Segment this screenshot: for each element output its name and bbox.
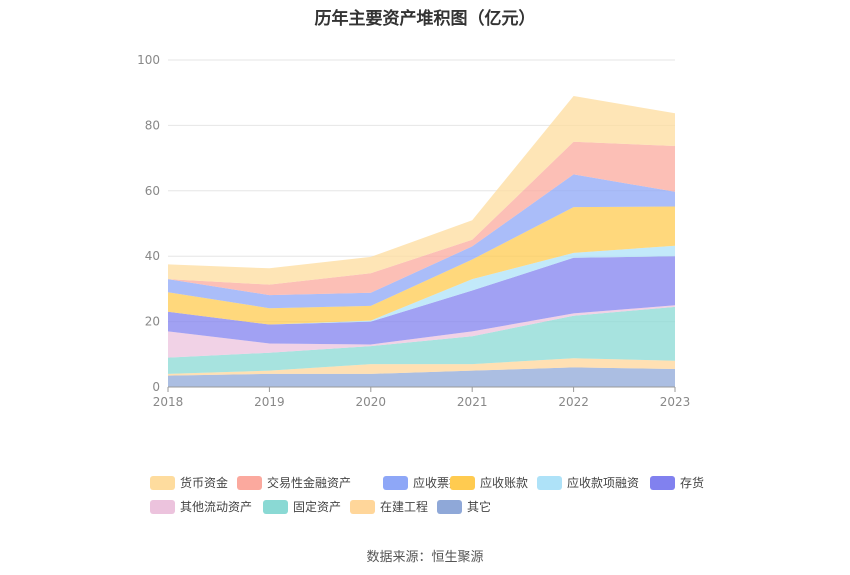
legend-item[interactable]: 应收款项融资 <box>537 474 639 491</box>
legend-swatch <box>150 475 175 490</box>
legend-label: 存货 <box>680 476 705 490</box>
legend-swatch <box>350 499 375 514</box>
legend-label: 其它 <box>467 500 492 514</box>
legend-item[interactable]: 其它 <box>437 498 491 515</box>
legend-item[interactable]: 固定资产 <box>263 498 341 515</box>
legend-label: 应收票据 <box>413 476 462 490</box>
area-series-5 <box>168 245 675 325</box>
legend-item[interactable]: 应收账款 <box>450 474 528 491</box>
legend-swatch <box>383 475 408 490</box>
area-series-7 <box>168 174 675 309</box>
legend-label: 固定资产 <box>293 500 342 514</box>
legend-item[interactable]: 在建工程 <box>350 498 428 515</box>
y-tick-label: 40 <box>145 249 160 263</box>
legend-label: 应收款项融资 <box>567 476 640 490</box>
area-series-3 <box>168 305 675 358</box>
axes: 0 20 40 60 80 100 2018 2019 2020 2021 2022 2023 <box>137 53 690 409</box>
area-series-0 <box>168 367 675 387</box>
legend-label: 货币资金 <box>180 476 229 490</box>
chart-title: 历年主要资产堆积图（亿元） <box>314 9 536 29</box>
legend-item[interactable]: 交易性金融资产 <box>237 474 351 491</box>
legend-swatch <box>437 499 462 514</box>
legend-label: 交易性金融资产 <box>267 476 352 490</box>
legend-swatch <box>150 499 175 514</box>
legend-swatch <box>537 475 562 490</box>
legend-swatch <box>263 499 288 514</box>
x-tick-label: 2022 <box>558 395 589 409</box>
x-tick-label: 2021 <box>457 395 488 409</box>
legend-item[interactable]: 货币资金 <box>150 474 228 491</box>
y-tick-label: 60 <box>145 184 160 198</box>
x-tick-label: 2018 <box>153 395 184 409</box>
legend-label: 其他流动资产 <box>180 500 253 514</box>
y-tick-label: 80 <box>145 118 160 132</box>
area-series-8 <box>168 141 675 296</box>
y-tick-label: 100 <box>137 53 160 67</box>
x-tick-label: 2023 <box>660 395 691 409</box>
legend-swatch <box>650 475 675 490</box>
legend-label: 在建工程 <box>380 500 429 514</box>
area-series-1 <box>168 358 675 376</box>
area-series <box>168 96 675 387</box>
area-series-2 <box>168 306 675 374</box>
legend-swatch <box>450 475 475 490</box>
legend-item[interactable]: 其他流动资产 <box>150 498 252 515</box>
legend-item[interactable]: 存货 <box>650 474 704 491</box>
y-tick-label: 20 <box>145 315 160 329</box>
legend-item[interactable]: 应收票据 <box>383 474 461 491</box>
area-series-6 <box>168 206 675 325</box>
legend-swatch <box>237 475 262 490</box>
area-series-9 <box>168 96 675 285</box>
source-note: 数据来源：恒生聚源 <box>366 550 484 565</box>
area-series-4 <box>168 256 675 345</box>
stacked-area-chart: 0 20 40 60 80 100 2018 2019 2020 2021 2022 2023 <box>137 53 690 409</box>
legend-label: 应收账款 <box>480 476 529 490</box>
y-tick-label: 0 <box>152 380 160 394</box>
x-tick-label: 2020 <box>356 395 387 409</box>
x-tick-label: 2019 <box>254 395 285 409</box>
